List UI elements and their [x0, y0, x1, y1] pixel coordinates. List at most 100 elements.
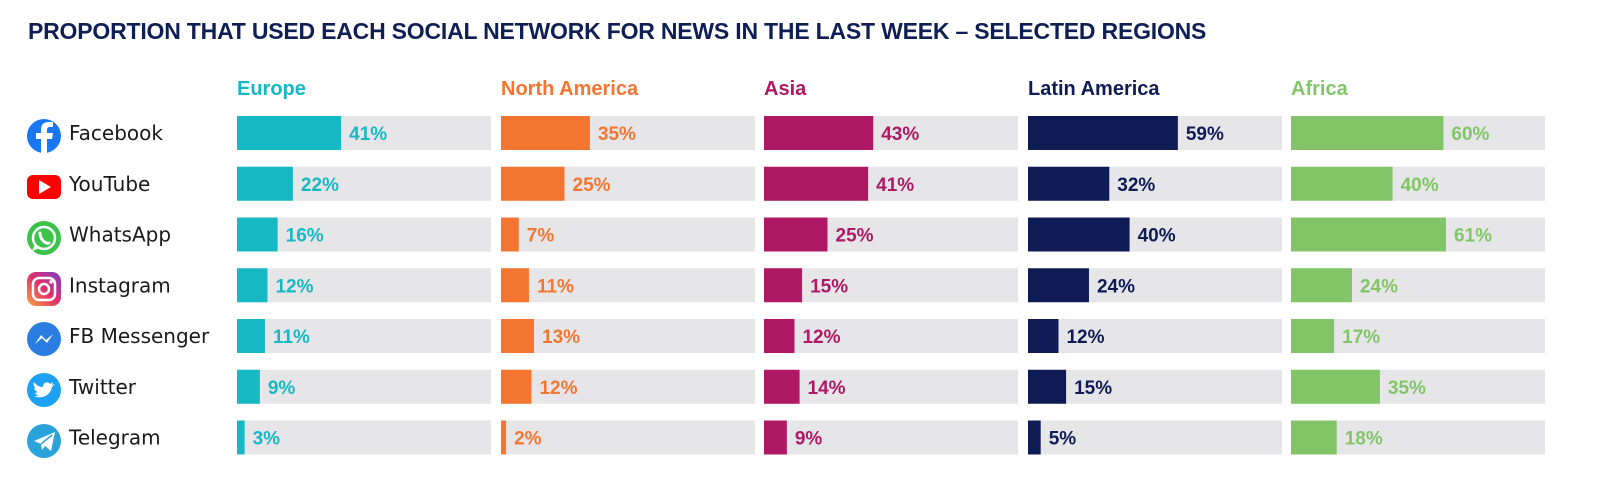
data-label: 12% [539, 378, 577, 399]
bar [237, 319, 265, 353]
data-label: 43% [881, 124, 919, 145]
data-label: 32% [1117, 175, 1155, 196]
data-label: 25% [573, 175, 611, 196]
bar [501, 116, 590, 150]
bar [1291, 268, 1352, 303]
twitter-icon [27, 373, 61, 407]
instagram-icon [27, 272, 61, 306]
data-label: 14% [808, 378, 846, 399]
bar-track [237, 217, 491, 252]
category-label: Instagram [69, 273, 171, 297]
data-label: 12% [275, 276, 313, 297]
data-label: 18% [1345, 429, 1383, 450]
bar [764, 166, 869, 201]
bar-track [1028, 319, 1282, 353]
data-label: 12% [802, 327, 840, 348]
whatsapp-icon [27, 221, 61, 255]
bar [501, 420, 507, 455]
bar [764, 319, 795, 353]
bar [501, 268, 529, 303]
bar [1291, 420, 1337, 455]
bar-track [237, 369, 491, 404]
bar [1291, 166, 1393, 201]
data-label: 40% [1401, 175, 1439, 196]
data-label: 41% [349, 124, 387, 145]
bar [237, 369, 260, 404]
category-label: Twitter [68, 375, 137, 399]
data-label: 11% [537, 276, 574, 297]
data-label: 59% [1186, 124, 1224, 145]
youtube-icon [27, 175, 61, 199]
region-label: Europe [237, 78, 306, 100]
data-label: 35% [1388, 378, 1426, 399]
bar-track [237, 420, 491, 455]
bar-track [237, 268, 491, 303]
bar-track [764, 420, 1018, 455]
data-label: 12% [1066, 327, 1104, 348]
bar [501, 369, 532, 404]
category-label: YouTube [68, 172, 150, 196]
region-label: Latin America [1028, 78, 1160, 100]
bar-track [764, 369, 1018, 404]
data-label: 41% [876, 175, 914, 196]
data-label: 24% [1097, 276, 1135, 297]
bar-track [501, 268, 755, 303]
data-label: 35% [598, 124, 636, 145]
data-label: 9% [268, 378, 296, 399]
bar [1028, 217, 1130, 252]
bar [237, 166, 293, 201]
bar [501, 319, 535, 353]
bar [237, 420, 245, 455]
chart-title: PROPORTION THAT USED EACH SOCIAL NETWORK… [28, 18, 1207, 44]
bar [501, 217, 519, 252]
bar [1028, 268, 1089, 303]
data-label: 40% [1138, 226, 1176, 247]
bar [764, 268, 803, 303]
category-label: Facebook [69, 121, 163, 145]
data-label: 11% [273, 327, 310, 348]
bar-track [501, 319, 755, 353]
data-label: 5% [1049, 429, 1077, 450]
bar-track [1028, 420, 1282, 455]
data-label: 2% [514, 429, 542, 450]
messenger-icon [27, 322, 61, 356]
bar [1028, 166, 1110, 201]
data-label: 3% [253, 429, 281, 450]
bar-track [764, 268, 1018, 303]
bar [1291, 369, 1380, 404]
bar [764, 420, 787, 455]
category-label: FB Messenger [69, 324, 210, 348]
bar [1028, 420, 1041, 455]
data-label: 22% [301, 175, 339, 196]
bar-track [764, 319, 1018, 353]
bar [237, 217, 278, 252]
data-label: 16% [286, 226, 324, 247]
bar [1291, 319, 1335, 353]
bar [1291, 116, 1444, 150]
facebook-icon [27, 119, 61, 153]
data-label: 25% [836, 226, 874, 247]
data-label: 15% [1074, 378, 1112, 399]
region-label: Asia [764, 78, 807, 100]
bar [764, 116, 874, 150]
bar [1028, 369, 1067, 404]
bar [764, 369, 800, 404]
data-label: 60% [1451, 124, 1489, 145]
region-label: North America [501, 78, 639, 100]
category-label: WhatsApp [69, 223, 171, 247]
region-label: Africa [1291, 78, 1349, 100]
data-label: 61% [1454, 226, 1492, 247]
bar-track [237, 319, 491, 353]
category-label: Telegram [68, 426, 161, 450]
data-label: 15% [810, 276, 848, 297]
data-label: 9% [795, 429, 823, 450]
bar [1028, 116, 1178, 150]
data-label: 17% [1342, 327, 1380, 348]
telegram-icon [27, 424, 61, 458]
bar [237, 268, 268, 303]
bar [764, 217, 828, 252]
bar [1028, 319, 1059, 353]
data-label: 24% [1360, 276, 1398, 297]
bar-track [501, 420, 755, 455]
